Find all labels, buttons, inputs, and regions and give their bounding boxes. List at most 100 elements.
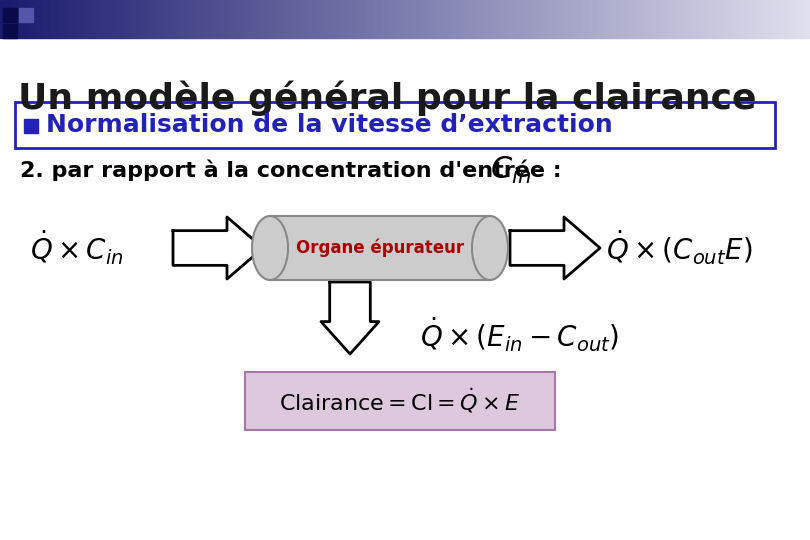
Bar <box>348 0 351 38</box>
Bar <box>540 0 543 38</box>
Bar <box>164 0 168 38</box>
Bar <box>241 0 243 38</box>
Bar <box>707 0 710 38</box>
Bar <box>89 0 92 38</box>
Bar <box>140 0 143 38</box>
Bar <box>621 0 624 38</box>
Bar <box>565 0 567 38</box>
Bar <box>245 0 249 38</box>
Bar <box>740 0 743 38</box>
Bar <box>281 0 284 38</box>
Bar <box>59 0 62 38</box>
Bar <box>197 0 200 38</box>
Bar <box>330 0 332 38</box>
Text: Normalisation de la vitesse d’extraction: Normalisation de la vitesse d’extraction <box>46 113 612 137</box>
Bar <box>413 0 416 38</box>
Bar <box>667 0 670 38</box>
Bar <box>138 0 140 38</box>
Bar <box>500 0 502 38</box>
Bar <box>403 0 405 38</box>
Bar <box>713 0 715 38</box>
Text: $C_{in}$: $C_{in}$ <box>490 154 531 186</box>
Bar <box>602 0 605 38</box>
Bar <box>351 0 354 38</box>
Bar <box>235 0 237 38</box>
Bar <box>735 0 737 38</box>
Bar <box>478 0 480 38</box>
Bar <box>462 0 464 38</box>
Bar <box>297 0 300 38</box>
Bar <box>151 0 154 38</box>
Bar <box>73 0 75 38</box>
Bar <box>168 0 170 38</box>
Bar <box>535 0 537 38</box>
Bar <box>659 0 662 38</box>
Bar <box>432 0 435 38</box>
Bar <box>637 0 640 38</box>
Polygon shape <box>173 217 263 279</box>
Bar <box>605 0 608 38</box>
Bar <box>289 0 292 38</box>
Bar <box>407 0 411 38</box>
Bar <box>802 0 804 38</box>
Bar <box>532 0 535 38</box>
Bar <box>265 0 267 38</box>
Bar <box>313 0 316 38</box>
Bar <box>270 216 490 280</box>
Bar <box>561 0 565 38</box>
Bar <box>375 0 378 38</box>
Bar <box>424 0 427 38</box>
Bar <box>249 0 251 38</box>
Bar <box>518 0 521 38</box>
Bar <box>753 0 756 38</box>
Bar <box>454 0 456 38</box>
Bar <box>208 0 211 38</box>
Bar <box>81 0 83 38</box>
Bar <box>743 0 745 38</box>
Bar <box>662 0 664 38</box>
Bar <box>556 0 559 38</box>
Bar <box>680 0 683 38</box>
Bar <box>186 0 189 38</box>
Polygon shape <box>321 282 379 354</box>
Bar <box>211 0 213 38</box>
Bar <box>737 0 740 38</box>
Bar <box>176 0 178 38</box>
Bar <box>723 0 727 38</box>
Bar <box>11 0 14 38</box>
Bar <box>343 0 346 38</box>
Bar <box>8 0 11 38</box>
Bar <box>237 0 241 38</box>
Bar <box>202 0 205 38</box>
Bar <box>559 0 561 38</box>
Bar <box>505 0 508 38</box>
Bar <box>435 0 437 38</box>
Bar <box>227 0 229 38</box>
Bar <box>205 0 208 38</box>
Bar <box>79 0 81 38</box>
Bar <box>767 0 769 38</box>
Bar <box>251 0 254 38</box>
Bar <box>111 0 113 38</box>
Bar <box>443 0 446 38</box>
Bar <box>569 0 573 38</box>
Ellipse shape <box>252 216 288 280</box>
Bar <box>219 0 221 38</box>
Bar <box>394 0 397 38</box>
Bar <box>494 0 497 38</box>
Bar <box>262 0 265 38</box>
Bar <box>470 0 472 38</box>
Bar <box>437 0 440 38</box>
Bar <box>318 0 322 38</box>
Bar <box>97 0 100 38</box>
Bar <box>497 0 500 38</box>
Bar <box>575 0 578 38</box>
Bar <box>95 0 97 38</box>
Bar <box>46 0 49 38</box>
Bar <box>383 0 386 38</box>
Bar <box>184 0 186 38</box>
Bar <box>599 0 602 38</box>
Bar <box>103 0 105 38</box>
Bar <box>257 0 259 38</box>
Bar <box>156 0 160 38</box>
